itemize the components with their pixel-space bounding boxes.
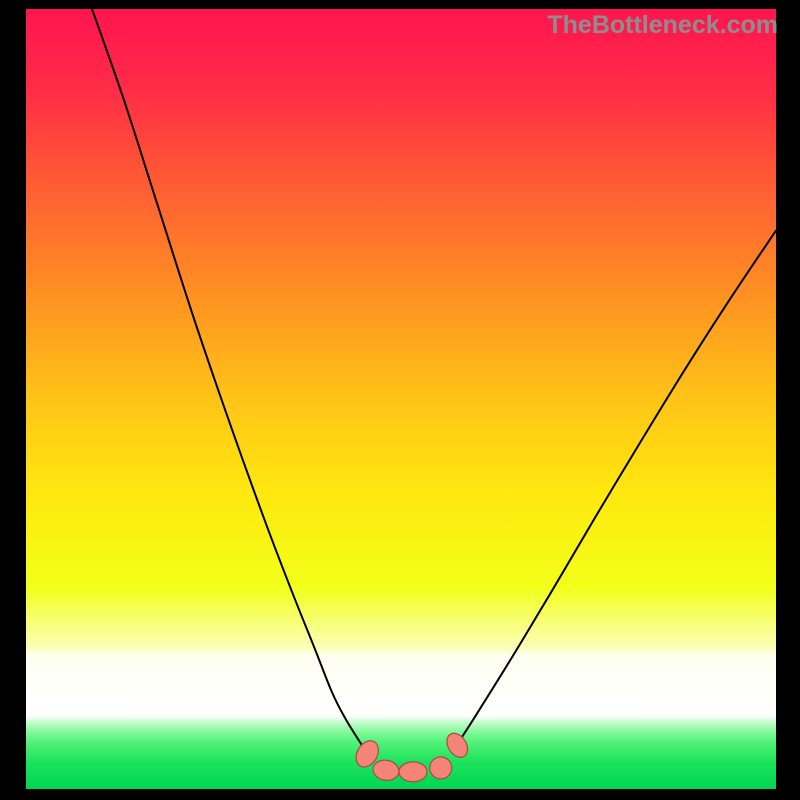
watermark-text: TheBottleneck.com	[547, 11, 778, 40]
marker-point	[427, 754, 455, 782]
curve-left-branch	[92, 9, 367, 753]
marker-point	[399, 762, 427, 782]
curve-svg	[0, 0, 800, 800]
marker-point	[443, 730, 472, 762]
markers-group	[352, 730, 472, 783]
chart-container: TheBottleneck.com	[0, 0, 800, 800]
marker-point	[371, 758, 400, 782]
curve-right-branch	[455, 231, 776, 747]
